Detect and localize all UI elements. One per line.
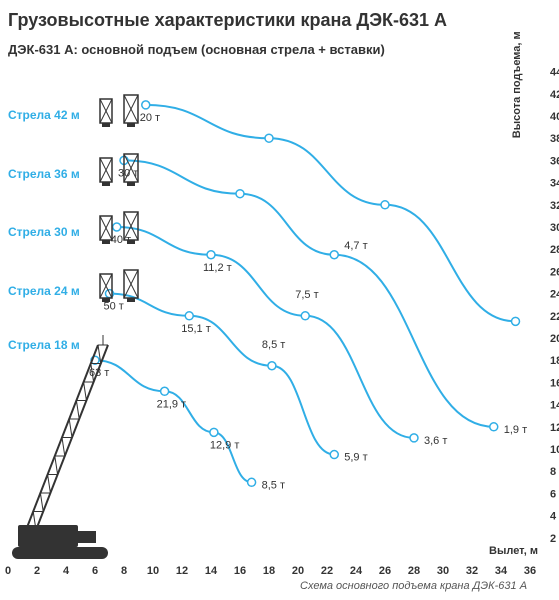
x-tick: 34 <box>495 565 508 577</box>
x-tick: 20 <box>292 565 304 577</box>
point-label: 1,9 т <box>504 424 527 436</box>
y-tick: 26 <box>550 266 559 278</box>
x-tick: 12 <box>176 565 188 577</box>
point-label: 20 т <box>140 112 160 124</box>
curve-marker <box>265 134 273 142</box>
curve-marker <box>210 428 218 436</box>
point-label: 8,5 т <box>262 339 285 351</box>
point-label: 12,9 т <box>210 439 240 451</box>
y-tick: 10 <box>550 444 559 456</box>
y-tick: 16 <box>550 377 559 389</box>
curve-marker <box>512 317 520 325</box>
boom-label: Стрела 42 м <box>8 108 80 122</box>
x-tick: 18 <box>263 565 275 577</box>
x-tick: 22 <box>321 565 333 577</box>
load-height-chart: 024681012141618202224262830323436Вылет, … <box>0 0 559 600</box>
boom-42-curve <box>146 105 516 321</box>
curve-marker <box>330 451 338 459</box>
curve-marker <box>268 362 276 370</box>
x-tick: 28 <box>408 565 420 577</box>
y-tick: 14 <box>550 400 559 412</box>
y-tick: 32 <box>550 200 559 212</box>
x-tick: 30 <box>437 565 449 577</box>
crane-head-icon <box>100 95 138 127</box>
x-axis-label: Вылет, м <box>489 545 538 557</box>
y-tick: 28 <box>550 244 559 256</box>
x-tick: 2 <box>34 565 40 577</box>
x-tick: 4 <box>63 565 70 577</box>
point-label: 4,7 т <box>344 240 367 252</box>
y-tick: 2 <box>550 533 556 545</box>
point-label: 7,5 т <box>295 289 318 301</box>
x-tick: 32 <box>466 565 478 577</box>
boom-label: Стрела 24 м <box>8 284 80 298</box>
point-label: 21,9 т <box>157 398 187 410</box>
curve-marker <box>207 251 215 259</box>
x-tick: 10 <box>147 565 159 577</box>
point-label: 8,5 т <box>262 479 285 491</box>
y-tick: 20 <box>550 333 559 345</box>
y-tick: 24 <box>550 289 559 301</box>
boom-label: Стрела 18 м <box>8 338 80 352</box>
y-tick: 40 <box>550 111 559 123</box>
boom-18-curve <box>95 360 252 482</box>
curve-marker <box>185 312 193 320</box>
y-tick: 38 <box>550 133 559 145</box>
curve-marker <box>248 478 256 486</box>
y-tick: 44 <box>550 67 559 79</box>
curve-marker <box>330 251 338 259</box>
point-label: 5,9 т <box>344 452 367 464</box>
y-tick: 22 <box>550 311 559 323</box>
y-tick: 42 <box>550 89 559 101</box>
x-tick: 8 <box>121 565 127 577</box>
curve-marker <box>113 223 121 231</box>
curve-marker <box>381 201 389 209</box>
point-label: 50 т <box>104 301 124 313</box>
curve-marker <box>490 423 498 431</box>
boom-label: Стрела 36 м <box>8 167 80 181</box>
x-tick: 6 <box>92 565 98 577</box>
x-tick: 26 <box>379 565 391 577</box>
y-tick: 12 <box>550 422 559 434</box>
curve-marker <box>236 190 244 198</box>
x-tick: 24 <box>350 565 363 577</box>
x-tick: 16 <box>234 565 246 577</box>
point-label: 15,1 т <box>181 323 211 335</box>
curve-marker <box>301 312 309 320</box>
curve-marker <box>142 101 150 109</box>
curve-marker <box>410 434 418 442</box>
y-tick: 30 <box>550 222 559 234</box>
curve-marker <box>161 387 169 395</box>
boom-label: Стрела 30 м <box>8 225 80 239</box>
y-tick: 36 <box>550 155 559 167</box>
point-label: 11,2 т <box>203 262 232 274</box>
point-label: 3,6 т <box>424 435 447 447</box>
boom-24-curve <box>110 294 335 455</box>
x-tick: 14 <box>205 565 218 577</box>
x-tick: 0 <box>5 565 11 577</box>
y-tick: 18 <box>550 355 559 367</box>
y-tick: 34 <box>550 178 559 190</box>
y-tick: 8 <box>550 466 556 478</box>
y-tick: 6 <box>550 488 556 500</box>
x-tick: 36 <box>524 565 536 577</box>
y-tick: 4 <box>550 511 557 523</box>
y-axis-label: Высота подъема, м <box>511 31 523 138</box>
